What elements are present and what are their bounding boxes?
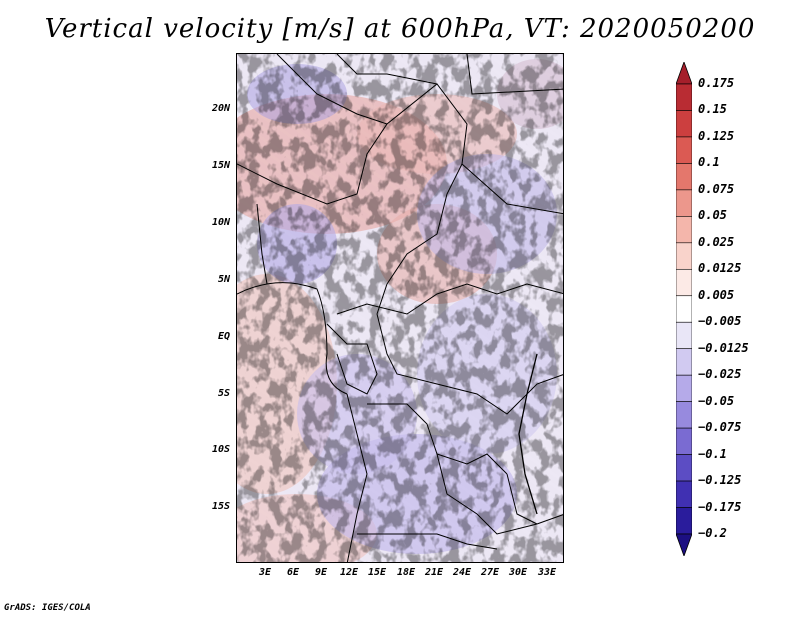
colorbar-label: −0.175 <box>698 499 742 514</box>
colorbar-bin <box>676 480 692 508</box>
colorbar-label: 0.125 <box>698 128 735 143</box>
colorbar-label: 0.1 <box>698 155 720 170</box>
colorbar-label: −0.0125 <box>698 340 749 355</box>
colorbar-max-triangle <box>676 62 692 85</box>
x-tick-label: 33E <box>537 567 557 578</box>
colorbar-bin <box>676 136 692 164</box>
colorbar <box>676 62 692 556</box>
colorbar-bin <box>676 242 692 270</box>
x-tick-label: 15E <box>367 567 387 578</box>
y-tick-label: 10N <box>211 217 230 228</box>
colorbar-label: −0.125 <box>698 473 742 488</box>
colorbar-label: −0.025 <box>698 367 742 382</box>
chart-title: Vertical velocity [m/s] at 600hPa, VT: 2… <box>44 14 756 44</box>
colorbar-label: −0.075 <box>698 420 742 435</box>
colorbar-label: 0.05 <box>698 208 727 223</box>
colorbar-bin <box>676 83 692 111</box>
colorbar-bin <box>676 163 692 191</box>
colorbar-bin <box>676 295 692 323</box>
colorbar-label: −0.05 <box>698 393 735 408</box>
y-tick-label: 10S <box>211 444 230 455</box>
x-tick-label: 12E <box>339 567 359 578</box>
y-tick-label: EQ <box>217 331 230 342</box>
y-tick-label: 15S <box>211 501 230 512</box>
x-tick-label: 9E <box>314 567 328 578</box>
colorbar-label: 0.005 <box>698 287 735 302</box>
colorbar-label: 0.0125 <box>698 261 742 276</box>
colorbar-bin <box>676 401 692 429</box>
x-tick-label: 21E <box>424 567 444 578</box>
x-tick-label: 30E <box>508 567 528 578</box>
colorbar-min-triangle <box>676 533 692 556</box>
x-tick-label: 6E <box>286 567 300 578</box>
colorbar-bin <box>676 374 692 402</box>
colorbar-bin <box>676 507 692 535</box>
velocity-map <box>236 53 564 563</box>
colorbar-label: −0.2 <box>698 526 727 540</box>
x-tick-label: 27E <box>480 567 500 578</box>
grads-credit: GrADS: IGES/COLA <box>4 603 91 613</box>
x-tick-label: 18E <box>396 567 416 578</box>
colorbar-label: 0.075 <box>698 181 735 196</box>
country-boundaries <box>237 54 563 562</box>
colorbar-label: 0.025 <box>698 234 735 249</box>
colorbar-label: −0.005 <box>698 314 742 329</box>
x-tick-label: 3E <box>258 567 272 578</box>
y-tick-label: 5N <box>217 274 230 285</box>
colorbar-bin <box>676 427 692 455</box>
x-tick-label: 24E <box>452 567 472 578</box>
y-tick-label: 20N <box>211 103 230 114</box>
y-tick-label: 15N <box>211 160 230 171</box>
colorbar-bin <box>676 189 692 217</box>
colorbar-bin <box>676 454 692 482</box>
colorbar-bin <box>676 110 692 138</box>
y-tick-label: 5S <box>217 388 230 399</box>
colorbar-label: 0.15 <box>698 102 727 117</box>
colorbar-bin <box>676 216 692 244</box>
colorbar-label: −0.1 <box>698 446 727 461</box>
colorbar-label: 0.175 <box>698 76 735 90</box>
colorbar-bin <box>676 268 692 297</box>
colorbar-bin <box>676 321 692 350</box>
colorbar-bin <box>676 348 692 376</box>
